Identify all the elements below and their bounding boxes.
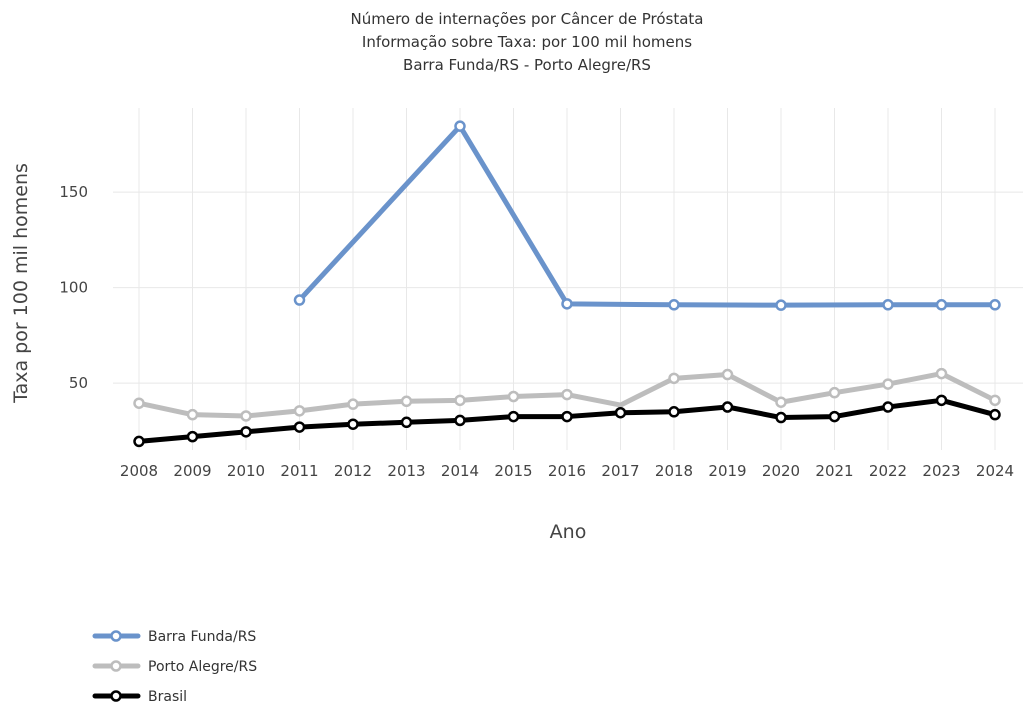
data-point[interactable] bbox=[240, 410, 252, 422]
y-axis-title: Taxa por 100 mil homens bbox=[10, 163, 32, 404]
data-point[interactable] bbox=[186, 408, 199, 421]
data-point[interactable] bbox=[561, 298, 573, 310]
legend: Barra Funda/RS Porto Alegre/RS Brasil bbox=[92, 629, 257, 704]
legend-swatch-marker bbox=[110, 690, 122, 702]
data-point[interactable] bbox=[186, 430, 199, 443]
data-point[interactable] bbox=[454, 414, 466, 427]
series-lines bbox=[133, 120, 1001, 448]
data-point[interactable] bbox=[240, 426, 252, 438]
x-tick-label: 2010 bbox=[227, 462, 265, 480]
data-point[interactable] bbox=[400, 416, 413, 429]
x-tick-label: 2014 bbox=[441, 462, 479, 480]
data-point[interactable] bbox=[347, 418, 359, 430]
chart-title-line-3: Barra Funda/RS - Porto Alegre/RS bbox=[403, 56, 651, 74]
x-tick-label: 2019 bbox=[708, 462, 746, 480]
x-axis-ticks: 2008 2009 2010 2011 2012 2013 2014 2015 2016 2017… bbox=[120, 462, 1014, 480]
data-point[interactable] bbox=[668, 299, 680, 311]
y-tick-label: 150 bbox=[59, 183, 88, 201]
data-point[interactable] bbox=[400, 395, 413, 408]
data-point[interactable] bbox=[775, 411, 787, 424]
legend-item[interactable]: Porto Alegre/RS bbox=[92, 659, 257, 675]
data-point[interactable] bbox=[989, 299, 1001, 311]
data-point[interactable] bbox=[721, 368, 734, 381]
chart-title-line-2: Informação sobre Taxa: por 100 mil homen… bbox=[362, 33, 692, 51]
x-tick-label: 2013 bbox=[387, 462, 425, 480]
data-point[interactable] bbox=[775, 396, 787, 408]
chart-title-line-1: Número de internações por Câncer de Prós… bbox=[351, 10, 704, 28]
series-2 bbox=[133, 394, 1001, 448]
data-point[interactable] bbox=[133, 397, 145, 409]
x-axis-title: Ano bbox=[550, 521, 587, 543]
y-tick-label: 50 bbox=[69, 374, 88, 392]
data-point[interactable] bbox=[454, 120, 466, 132]
data-point[interactable] bbox=[347, 398, 359, 410]
data-point[interactable] bbox=[133, 435, 145, 448]
data-point[interactable] bbox=[454, 394, 466, 407]
x-tick-label: 2015 bbox=[494, 462, 532, 480]
x-tick-label: 2017 bbox=[601, 462, 639, 480]
y-tick-label: 100 bbox=[59, 279, 88, 297]
legend-label: Porto Alegre/RS bbox=[148, 659, 257, 675]
data-point[interactable] bbox=[561, 388, 573, 401]
data-point[interactable] bbox=[507, 410, 520, 423]
data-point[interactable] bbox=[989, 408, 1001, 421]
data-point[interactable] bbox=[828, 386, 841, 399]
legend-item[interactable]: Barra Funda/RS bbox=[92, 629, 256, 645]
data-point[interactable] bbox=[293, 421, 306, 433]
data-point[interactable] bbox=[882, 378, 894, 390]
x-tick-label: 2008 bbox=[120, 462, 158, 480]
data-point[interactable] bbox=[989, 394, 1001, 407]
x-tick-label: 2023 bbox=[922, 462, 960, 480]
data-point[interactable] bbox=[935, 394, 948, 407]
series-line bbox=[297, 123, 998, 308]
x-tick-label: 2024 bbox=[976, 462, 1014, 480]
data-point[interactable] bbox=[721, 401, 734, 413]
data-point[interactable] bbox=[882, 299, 894, 311]
data-point[interactable] bbox=[293, 405, 306, 417]
data-point[interactable] bbox=[507, 390, 520, 403]
legend-label: Brasil bbox=[148, 689, 187, 704]
series-1 bbox=[133, 367, 1001, 422]
legend-label: Barra Funda/RS bbox=[148, 629, 256, 645]
data-point[interactable] bbox=[935, 367, 948, 380]
legend-swatch-marker bbox=[110, 660, 122, 672]
legend-swatch-marker bbox=[110, 630, 122, 642]
x-tick-label: 2022 bbox=[869, 462, 907, 480]
data-point[interactable] bbox=[882, 401, 894, 413]
x-tick-label: 2012 bbox=[334, 462, 372, 480]
data-point[interactable] bbox=[935, 299, 948, 311]
x-tick-label: 2020 bbox=[762, 462, 800, 480]
chart-title: Número de internações por Câncer de Prós… bbox=[351, 10, 704, 74]
x-tick-label: 2009 bbox=[173, 462, 211, 480]
data-point[interactable] bbox=[668, 372, 680, 385]
legend-item[interactable]: Brasil bbox=[92, 689, 187, 704]
series-0 bbox=[293, 120, 1001, 311]
data-point[interactable] bbox=[668, 406, 680, 418]
x-tick-label: 2016 bbox=[548, 462, 586, 480]
data-point[interactable] bbox=[614, 406, 627, 419]
x-tick-label: 2021 bbox=[815, 462, 853, 480]
data-point[interactable] bbox=[293, 294, 306, 306]
y-axis-ticks: 50 100 150 bbox=[59, 183, 88, 392]
x-tick-label: 2011 bbox=[280, 462, 318, 480]
x-tick-label: 2018 bbox=[655, 462, 693, 480]
data-point[interactable] bbox=[775, 299, 787, 311]
data-point[interactable] bbox=[828, 410, 841, 423]
data-point[interactable] bbox=[561, 410, 573, 423]
